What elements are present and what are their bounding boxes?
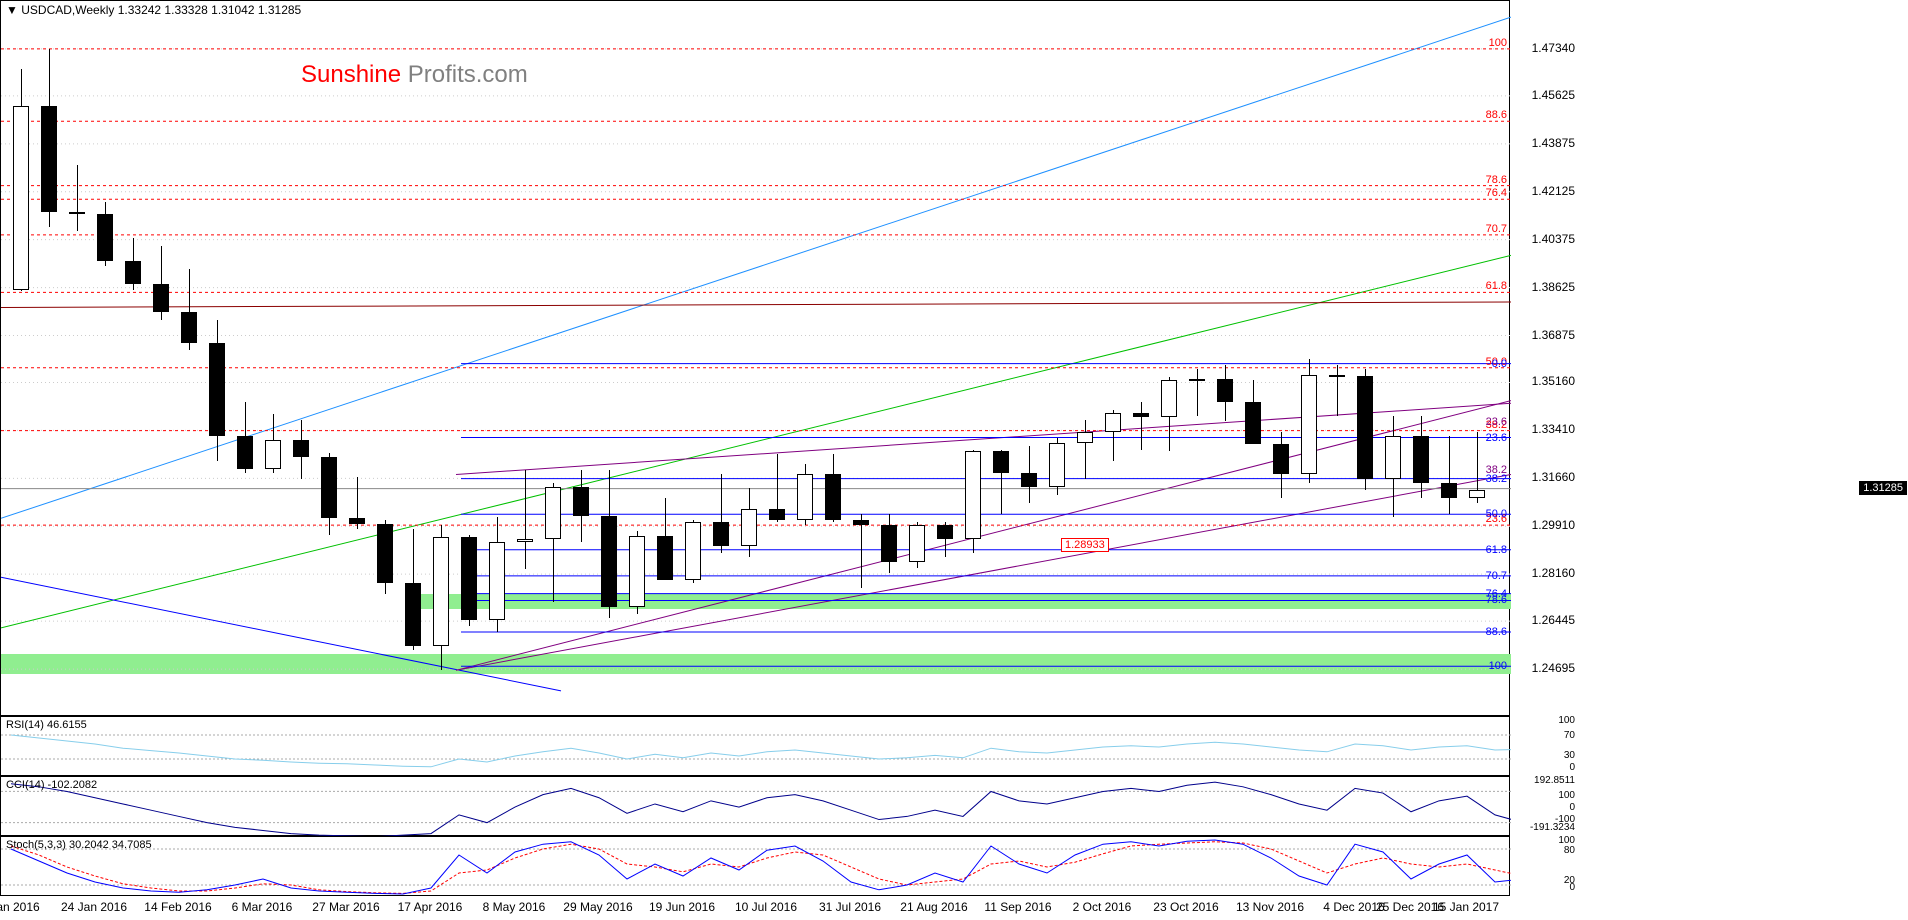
main-price-chart[interactable]: ▼ USDCAD,Weekly 1.33242 1.33328 1.31042 … xyxy=(0,0,1510,716)
stoch-chart[interactable]: Stoch(5,3,3) 30.2042 34.7085 xyxy=(0,836,1510,896)
cci-svg xyxy=(1,777,1511,837)
main-y-axis: 1.473401.456251.438751.421251.403751.386… xyxy=(1510,0,1580,716)
current-price-box: 1.31285 xyxy=(1859,481,1907,495)
x-axis: 3 Jan 201624 Jan 201614 Feb 20166 Mar 20… xyxy=(0,896,1510,920)
chart-svg xyxy=(1,1,1511,717)
rsi-label: RSI(14) 46.6155 xyxy=(6,719,87,731)
rsi-chart[interactable]: RSI(14) 46.6155 xyxy=(0,716,1510,776)
stoch-label: Stoch(5,3,3) 30.2042 34.7085 xyxy=(6,839,152,851)
rsi-svg xyxy=(1,717,1511,777)
stoch-y-axis: 10080200 xyxy=(1510,836,1580,896)
cci-label: CCI(14) -102.2082 xyxy=(6,779,97,791)
chart-title: ▼ USDCAD,Weekly 1.33242 1.33328 1.31042 … xyxy=(6,3,301,17)
cci-chart[interactable]: CCI(14) -102.2082 xyxy=(0,776,1510,836)
cci-y-axis: 192.85111000-100-191.3234 xyxy=(1510,776,1580,836)
ohlc-label: 1.33242 1.33328 1.31042 1.31285 xyxy=(118,3,302,17)
price-annotation: 1.28933 xyxy=(1061,538,1109,552)
collapse-arrow-icon[interactable]: ▼ xyxy=(6,3,18,17)
symbol-label: USDCAD,Weekly xyxy=(21,3,114,17)
watermark: Sunshine Profits.com xyxy=(301,61,528,89)
stoch-svg xyxy=(1,837,1511,897)
rsi-y-axis: 10070300 xyxy=(1510,716,1580,776)
